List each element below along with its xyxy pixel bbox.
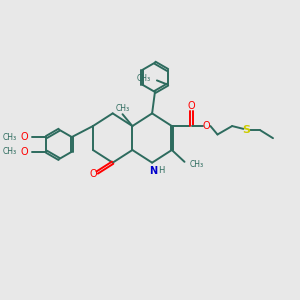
Text: O: O (20, 147, 28, 157)
Text: CH₃: CH₃ (2, 147, 16, 156)
Text: O: O (188, 101, 195, 111)
Text: H: H (158, 166, 164, 175)
Text: CH₃: CH₃ (2, 133, 16, 142)
Text: O: O (89, 169, 97, 179)
Text: CH₃: CH₃ (190, 160, 204, 169)
Text: N: N (149, 166, 158, 176)
Text: CH₃: CH₃ (136, 74, 151, 83)
Text: CH₃: CH₃ (116, 104, 130, 113)
Text: O: O (20, 132, 28, 142)
Text: S: S (242, 125, 250, 135)
Text: O: O (203, 121, 211, 131)
